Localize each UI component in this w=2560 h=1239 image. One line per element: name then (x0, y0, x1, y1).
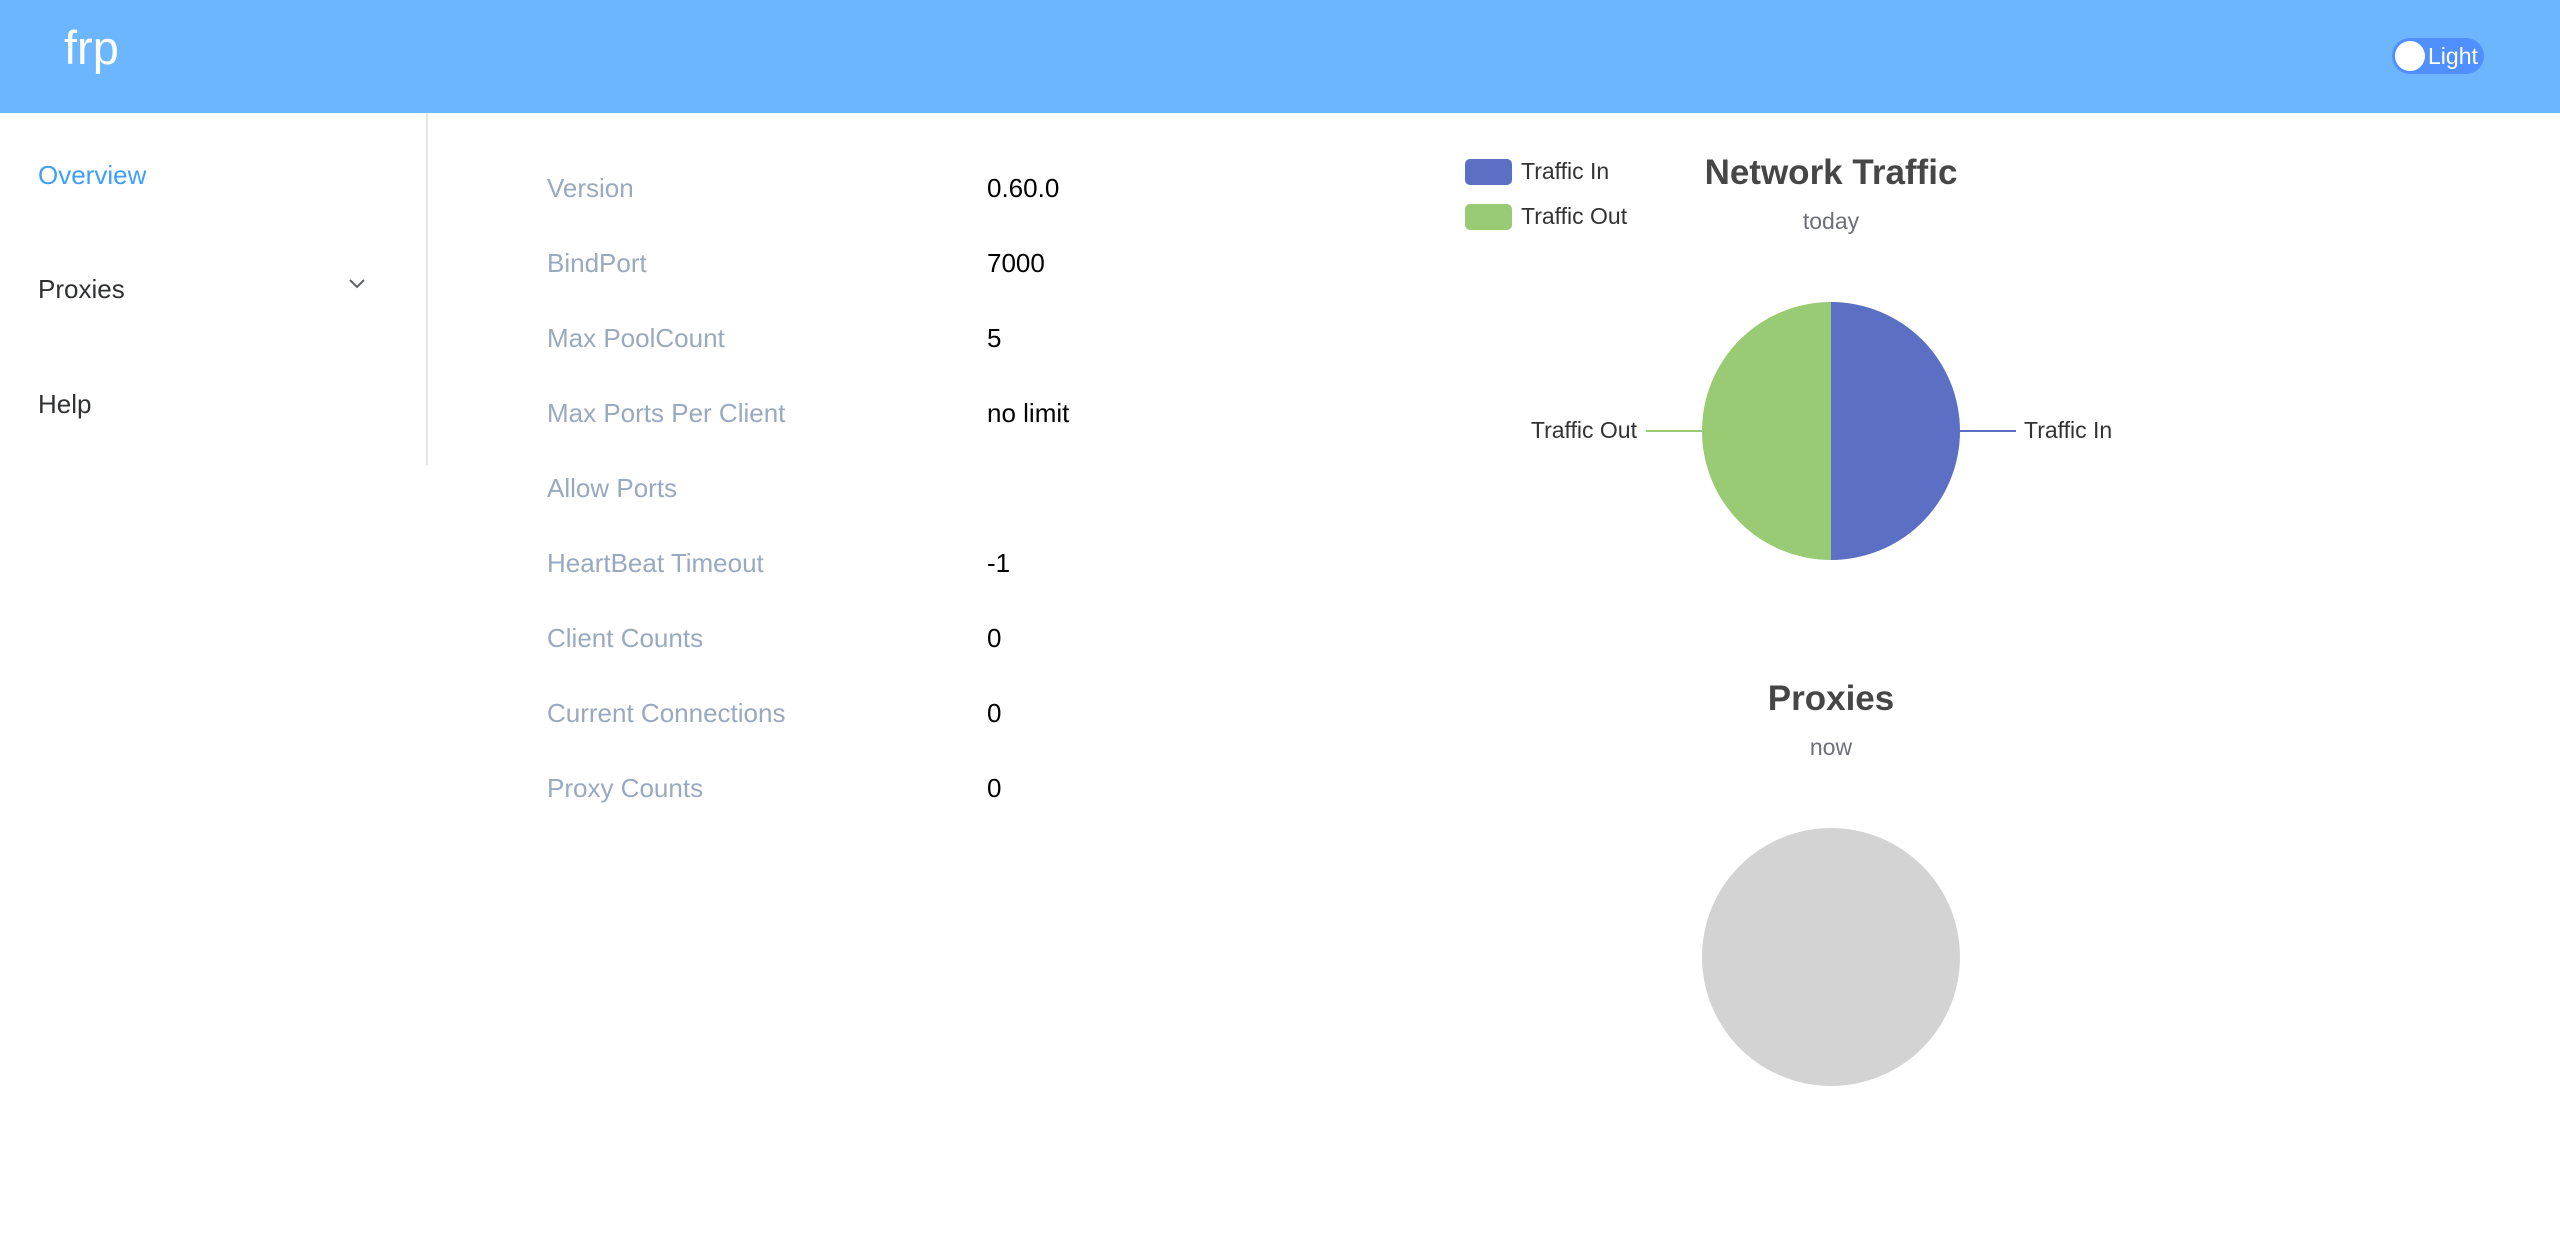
pie-label-traffic-in: Traffic In (2024, 417, 2112, 443)
pie-slice-traffic-in[interactable] (1831, 302, 1960, 560)
network-traffic-pie (1702, 302, 1960, 560)
theme-toggle[interactable]: Light (2392, 38, 2484, 74)
legend-label-traffic-out[interactable]: Traffic Out (1521, 203, 1628, 229)
chart-title-proxies: Proxies (1768, 679, 1894, 718)
info-value: 0.60.0 (987, 173, 1060, 203)
legend-swatch-traffic-in[interactable] (1465, 159, 1512, 185)
toggle-knob (2395, 41, 2425, 71)
info-row-heartbeat-timeout: HeartBeat Timeout -1 (547, 548, 1247, 588)
info-row-max-ports-per-client: Max Ports Per Client no limit (547, 398, 1247, 438)
info-row-proxy-counts: Proxy Counts 0 (547, 773, 1247, 813)
info-value: no limit (987, 398, 1070, 428)
info-row-client-counts: Client Counts 0 (547, 623, 1247, 663)
info-label: BindPort (547, 248, 647, 278)
sidebar-item-proxies[interactable]: Proxies (38, 274, 125, 304)
pie-label-traffic-out: Traffic Out (1531, 417, 1638, 443)
info-row-current-connections: Current Connections 0 (547, 698, 1247, 738)
chart-title-network-traffic: Network Traffic (1705, 153, 1958, 192)
info-label: Proxy Counts (547, 773, 704, 803)
info-value: 0 (987, 773, 1002, 803)
info-label: Max Ports Per Client (547, 398, 786, 428)
info-row-allow-ports: Allow Ports (547, 473, 1247, 513)
info-value: 0 (987, 623, 1002, 653)
info-label: Version (547, 173, 634, 203)
chevron-down-icon[interactable] (348, 278, 366, 290)
pie-slice-traffic-out[interactable] (1702, 302, 1831, 560)
sidebar-menu (0, 113, 428, 465)
chart-subtitle-now: now (1810, 734, 1853, 760)
info-label: Client Counts (547, 623, 704, 653)
info-label: Allow Ports (547, 473, 678, 503)
info-row-version: Version 0.60.0 (547, 173, 1247, 213)
info-value: 5 (987, 323, 1002, 353)
legend-swatch-traffic-out[interactable] (1465, 204, 1512, 230)
info-label: Current Connections (547, 698, 786, 728)
info-value: 7000 (987, 248, 1045, 278)
top-header: frp Light (0, 0, 2560, 113)
info-label: Max PoolCount (547, 323, 725, 353)
sidebar-item-overview[interactable]: Overview (38, 160, 147, 190)
info-value: -1 (987, 548, 1011, 578)
info-value: 0 (987, 698, 1002, 728)
info-label: HeartBeat Timeout (547, 548, 764, 578)
chart-subtitle-today: today (1803, 208, 1860, 234)
app-logo: frp (64, 21, 119, 74)
proxies-empty-pie (1702, 828, 1960, 1086)
theme-toggle-label: Light (2428, 43, 2478, 69)
sidebar-item-help[interactable]: Help (38, 389, 92, 419)
legend-label-traffic-in[interactable]: Traffic In (1521, 158, 1609, 184)
info-row-bindport: BindPort 7000 (547, 248, 1247, 288)
info-row-max-poolcount: Max PoolCount 5 (547, 323, 1247, 363)
